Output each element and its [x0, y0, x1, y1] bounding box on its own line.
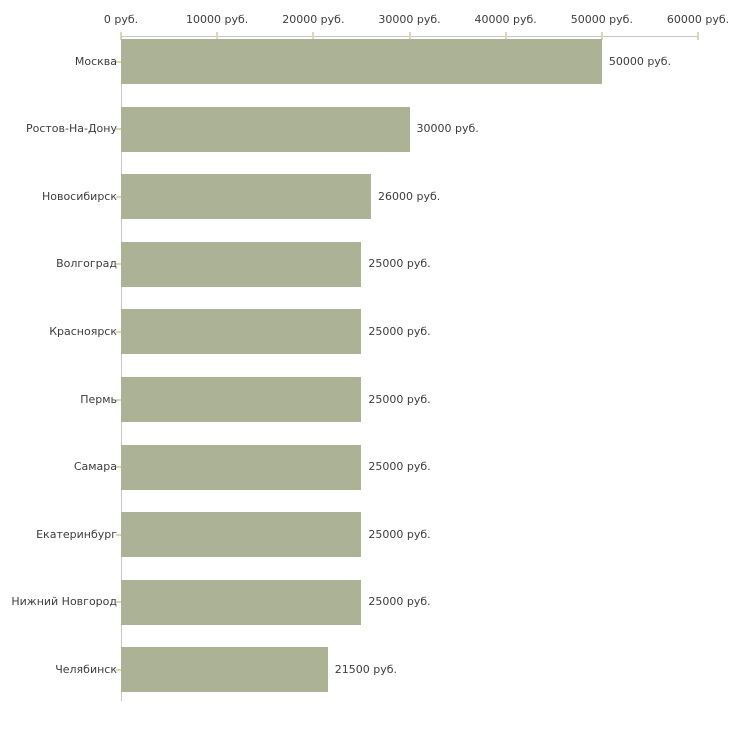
value-label: 50000 руб.: [608, 54, 672, 68]
y-axis-tick: [116, 601, 123, 604]
category-label: Красноярск: [49, 324, 117, 338]
y-axis-tick: [116, 398, 123, 401]
x-axis-tick: [600, 32, 603, 40]
x-axis-tick: [504, 32, 507, 40]
y-axis-tick: [116, 195, 123, 198]
y-axis-line: [121, 36, 122, 701]
category-label: Екатеринбург: [36, 527, 117, 541]
x-axis-tick-label: 30000 руб.: [378, 13, 441, 26]
category-label: Челябинск: [55, 662, 117, 676]
x-axis-tick-label: 50000 руб.: [570, 13, 633, 26]
x-axis-tick-label: 40000 руб.: [474, 13, 537, 26]
y-axis-tick: [116, 128, 123, 131]
value-label: 25000 руб.: [368, 392, 431, 406]
value-label: 25000 руб.: [368, 527, 431, 541]
value-label: 30000 руб.: [416, 122, 479, 136]
category-label: Ростов-На-Дону: [25, 122, 117, 136]
y-axis-tick: [116, 60, 123, 63]
x-axis-tick: [408, 32, 411, 40]
value-label: 25000 руб.: [368, 460, 431, 474]
category-label: Волгоград: [56, 257, 117, 271]
y-axis-tick: [116, 668, 123, 671]
bar-2: [121, 106, 410, 152]
x-axis-tick-label: 60000 руб.: [666, 13, 730, 26]
value-label: 26000 руб.: [378, 189, 441, 203]
y-axis-tick: [116, 330, 123, 333]
bar-4: [121, 241, 362, 287]
y-axis-tick: [116, 533, 123, 536]
bar-10: [121, 647, 328, 693]
bar-3: [121, 174, 372, 220]
y-axis-tick: [116, 466, 123, 469]
x-axis-tick-label: 10000 руб.: [186, 13, 249, 26]
x-axis-tick: [312, 32, 315, 40]
x-axis-tick-label: 20000 руб.: [282, 13, 345, 26]
value-label: 21500 руб.: [334, 662, 398, 676]
category-label: Самара: [73, 460, 117, 474]
category-label: Новосибирск: [41, 189, 117, 203]
bar-7: [121, 444, 362, 490]
bar-6: [121, 377, 362, 422]
category-label: Нижний Новгород: [11, 595, 117, 609]
x-axis-tick: [216, 32, 219, 40]
y-axis-tick: [116, 263, 123, 266]
bar-8: [121, 512, 362, 558]
category-label: Пермь: [80, 392, 117, 406]
value-label: 25000 руб.: [368, 324, 431, 338]
value-label: 25000 руб.: [368, 595, 431, 609]
bar-9: [121, 579, 362, 625]
category-label: Москва: [74, 54, 117, 68]
x-axis-tick-label: 0 руб.: [103, 13, 139, 26]
x-axis-tick: [697, 32, 699, 40]
bar-1: [121, 39, 602, 84]
value-label: 25000 руб.: [368, 257, 431, 271]
bar-5: [121, 309, 362, 355]
